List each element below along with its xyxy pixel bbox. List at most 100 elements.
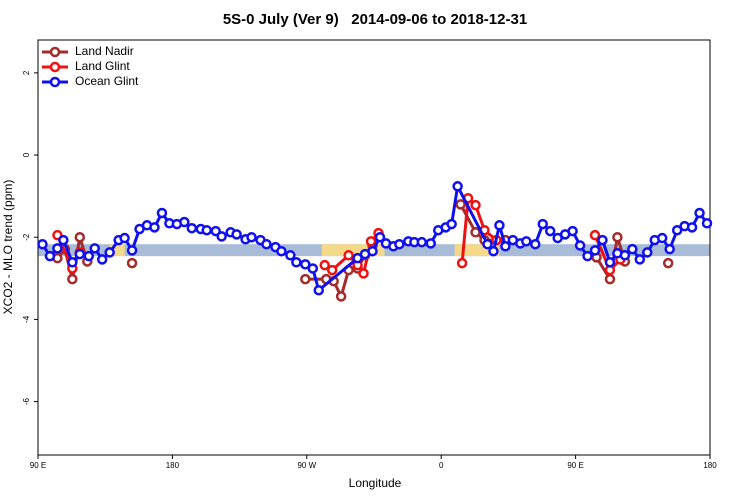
x-tick-label: 90 W bbox=[297, 461, 316, 470]
data-point bbox=[156, 207, 168, 219]
chart-title: 5S-0 July (Ver 9) 2014-09-06 to 2018-12-… bbox=[223, 11, 527, 28]
data-point bbox=[307, 263, 319, 274]
data-point bbox=[642, 247, 653, 258]
data-point bbox=[470, 227, 481, 238]
data-point bbox=[619, 250, 631, 261]
data-point bbox=[374, 231, 386, 243]
data-point bbox=[494, 220, 505, 231]
data-point bbox=[701, 218, 713, 229]
data-point bbox=[664, 243, 675, 255]
data-point bbox=[537, 218, 548, 230]
data-point bbox=[500, 241, 511, 252]
data-point bbox=[627, 243, 638, 255]
data-point bbox=[319, 259, 330, 271]
data-point bbox=[126, 257, 138, 269]
data-point bbox=[89, 243, 100, 254]
data-point bbox=[83, 250, 95, 262]
y-tick-label: -6 bbox=[22, 397, 31, 405]
data-point bbox=[326, 264, 338, 276]
data-point bbox=[521, 236, 532, 247]
data-point bbox=[58, 234, 69, 246]
data-point bbox=[446, 218, 457, 230]
band-highlight bbox=[109, 244, 125, 257]
x-tick-label: 180 bbox=[703, 461, 717, 470]
data-point bbox=[300, 273, 311, 285]
data-point bbox=[261, 238, 272, 250]
data-point bbox=[456, 257, 468, 269]
data-point bbox=[231, 229, 242, 240]
data-point bbox=[67, 273, 78, 285]
data-point bbox=[582, 250, 593, 262]
data-point bbox=[455, 199, 466, 210]
data-point bbox=[544, 225, 556, 237]
data-point bbox=[567, 225, 578, 237]
data-point bbox=[179, 216, 190, 228]
data-point bbox=[367, 245, 378, 257]
data-point bbox=[300, 259, 311, 270]
x-tick-label: 90 E bbox=[30, 461, 46, 470]
data-point bbox=[530, 238, 541, 250]
data-point bbox=[335, 291, 347, 302]
data-point bbox=[589, 229, 601, 241]
legend-marker bbox=[49, 76, 61, 88]
data-point bbox=[201, 224, 212, 236]
legend-marker bbox=[49, 46, 61, 58]
data-point bbox=[44, 250, 56, 262]
data-point bbox=[313, 284, 324, 296]
data-point bbox=[365, 236, 377, 247]
legend-label: Land Nadir bbox=[75, 44, 134, 58]
data-point bbox=[52, 243, 63, 254]
data-point bbox=[126, 245, 138, 256]
data-point bbox=[597, 234, 608, 246]
x-axis-title: Longitude bbox=[349, 476, 402, 490]
data-point bbox=[612, 231, 623, 243]
data-point bbox=[67, 257, 78, 268]
data-point bbox=[394, 238, 405, 250]
data-point bbox=[662, 257, 674, 269]
x-tick-label: 0 bbox=[439, 461, 444, 470]
data-point bbox=[37, 238, 48, 250]
data-point bbox=[104, 247, 115, 258]
data-point bbox=[589, 245, 601, 256]
data-point bbox=[96, 254, 108, 265]
data-point bbox=[482, 238, 493, 250]
data-point bbox=[604, 273, 616, 285]
legend-label: Ocean Glint bbox=[75, 74, 139, 88]
data-point bbox=[416, 236, 428, 248]
data-point bbox=[488, 245, 499, 257]
legend-label: Land Glint bbox=[75, 59, 130, 73]
legend-marker bbox=[49, 61, 61, 73]
data-point bbox=[352, 252, 363, 264]
data-point bbox=[285, 250, 296, 261]
data-point bbox=[634, 254, 646, 265]
data-point bbox=[74, 248, 86, 260]
data-point bbox=[291, 257, 302, 268]
data-point bbox=[425, 238, 436, 249]
data-point bbox=[276, 245, 287, 257]
band-highlight bbox=[321, 244, 385, 257]
band-highlight bbox=[454, 244, 500, 257]
data-point bbox=[470, 199, 481, 211]
data-point bbox=[74, 231, 86, 243]
plot-frame bbox=[37, 39, 711, 456]
data-point bbox=[656, 232, 668, 244]
data-point bbox=[119, 232, 130, 244]
data-point bbox=[149, 222, 160, 233]
data-point bbox=[671, 224, 683, 236]
y-axis-title: XCO2 - MLO trend (ppm) bbox=[1, 180, 15, 315]
data-point bbox=[574, 240, 586, 251]
y-tick-label: -2 bbox=[22, 233, 31, 241]
data-point bbox=[246, 231, 257, 243]
x-tick-label: 90 E bbox=[567, 461, 583, 470]
x-tick-label: 180 bbox=[166, 461, 180, 470]
data-point bbox=[343, 250, 354, 261]
data-point bbox=[686, 222, 698, 233]
data-point bbox=[216, 231, 227, 242]
y-tick-label: -4 bbox=[22, 315, 31, 323]
y-tick-label: 2 bbox=[22, 70, 31, 75]
data-point bbox=[452, 181, 463, 192]
y-tick-label: 0 bbox=[22, 152, 31, 157]
data-point bbox=[694, 207, 705, 219]
data-point bbox=[186, 222, 198, 234]
